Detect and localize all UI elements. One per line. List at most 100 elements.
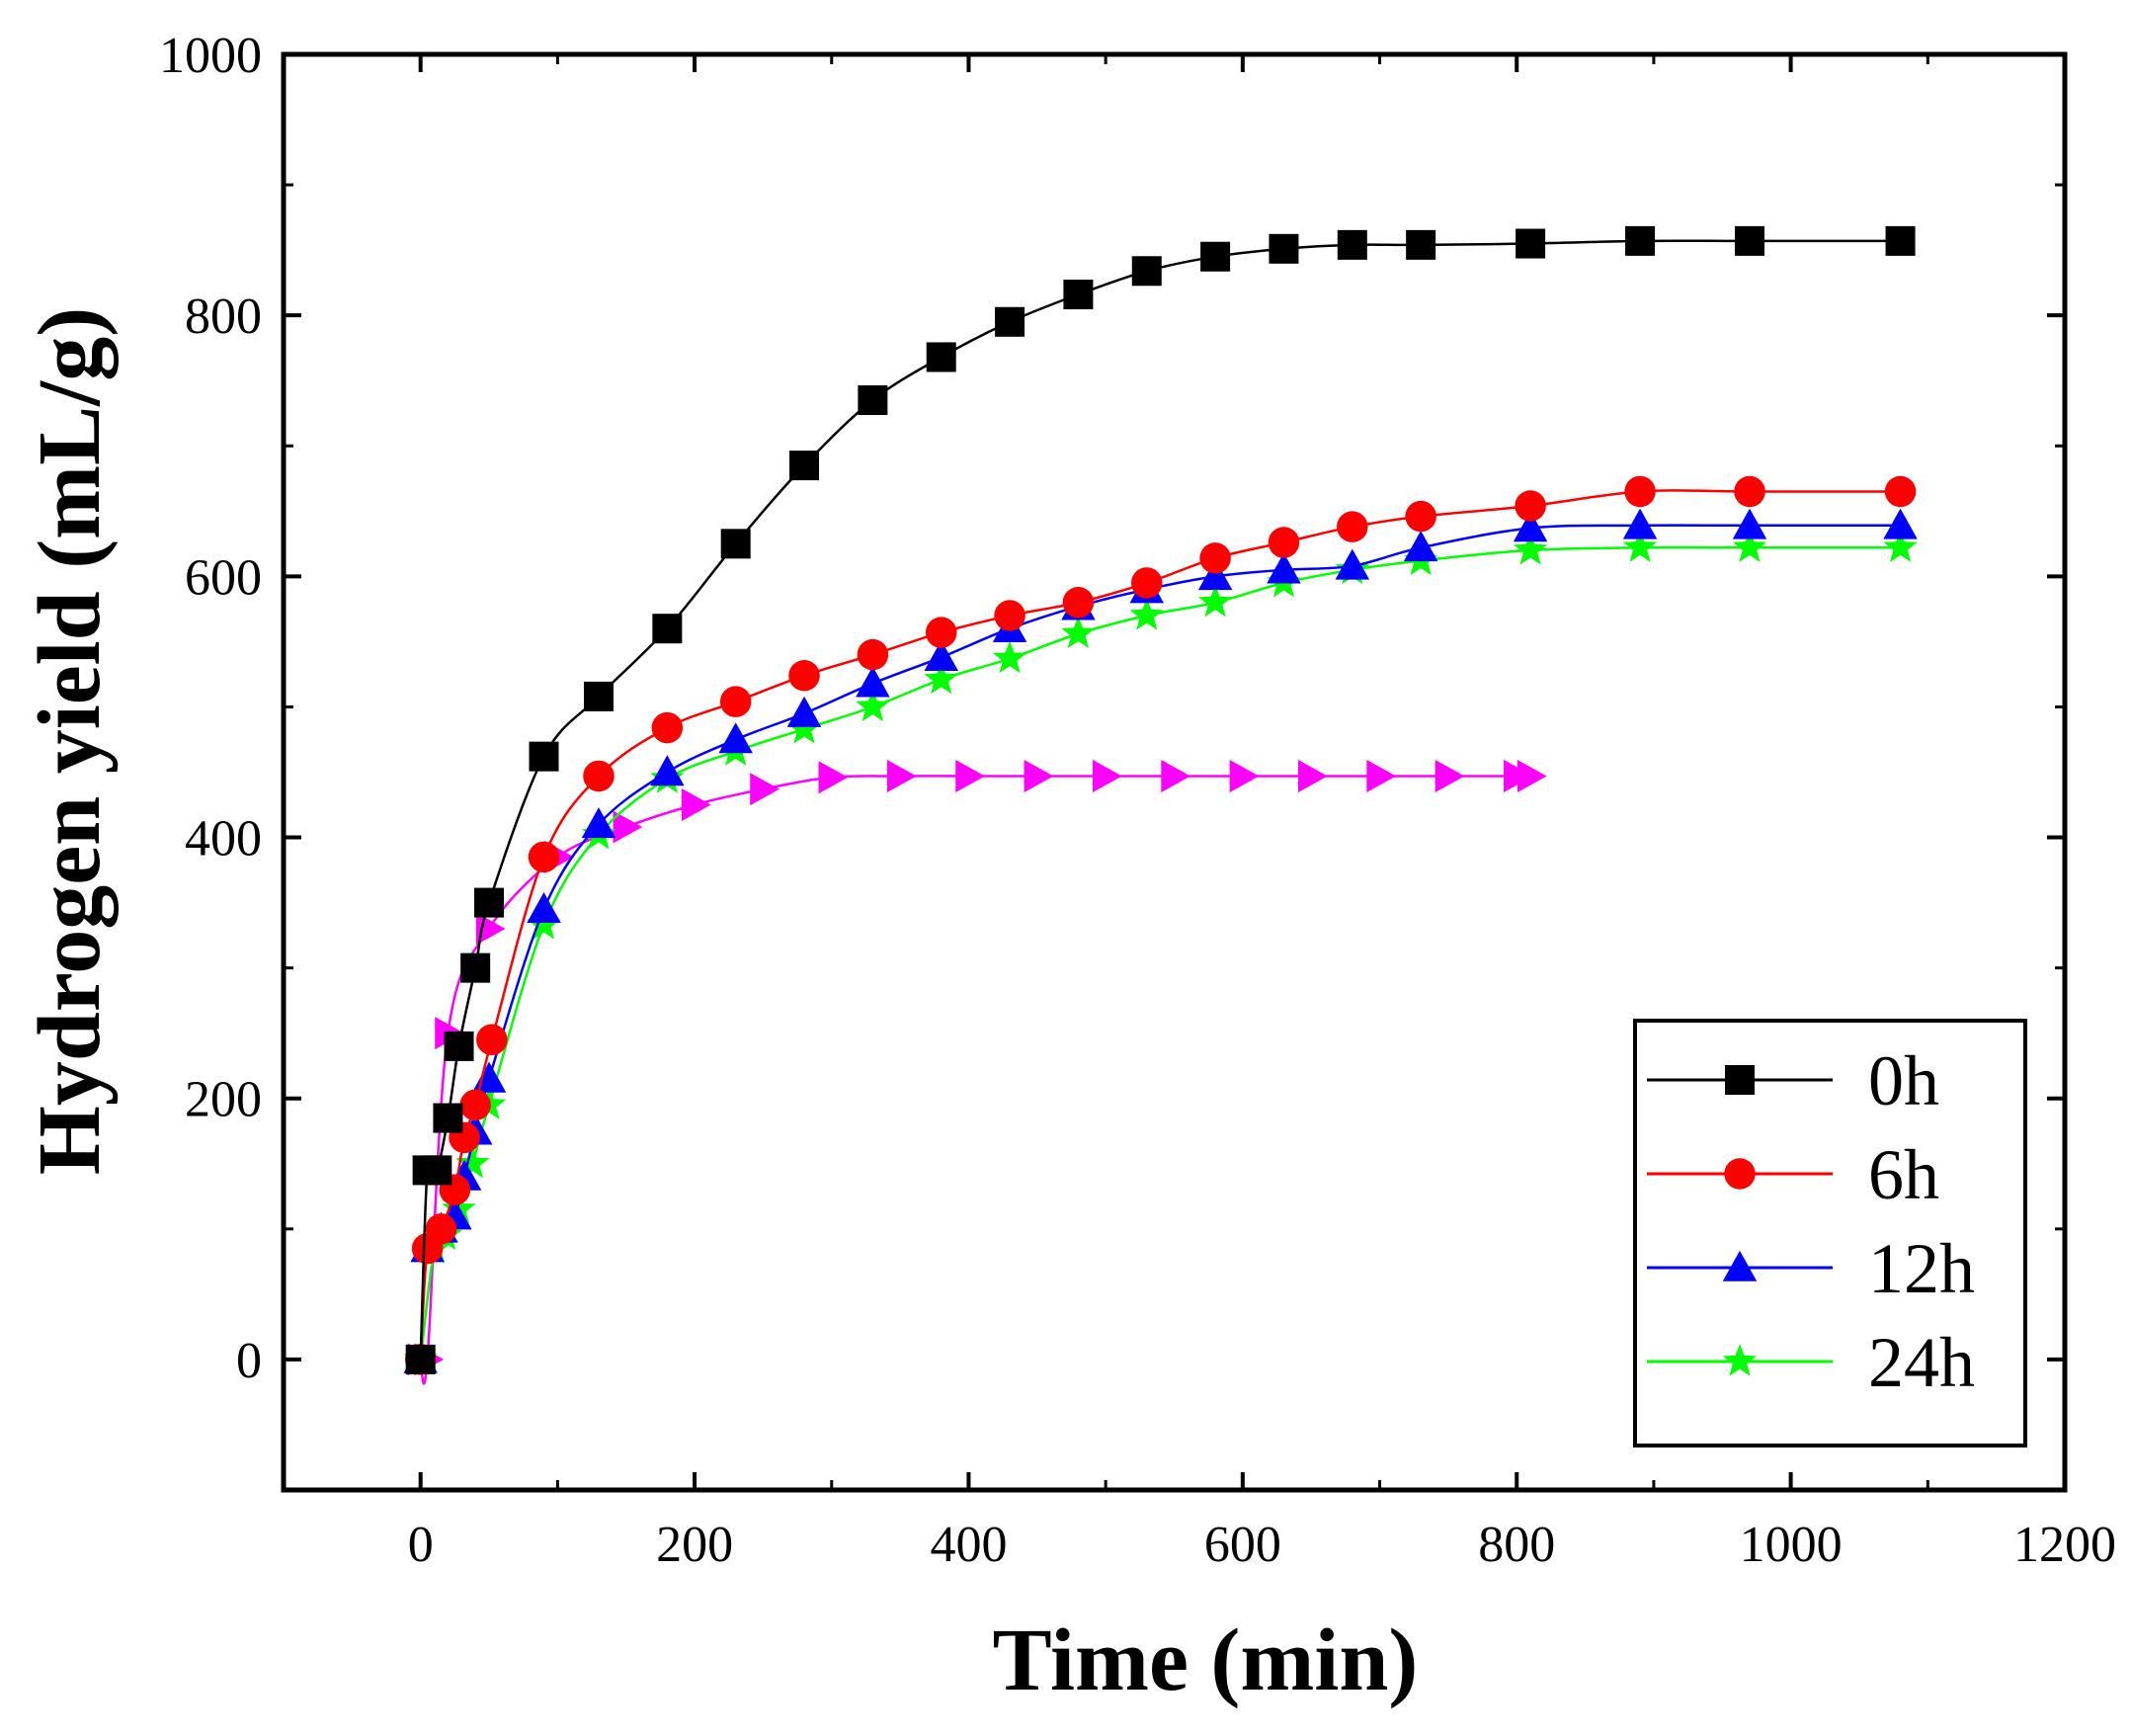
y-tick-label: 400	[185, 811, 262, 868]
data-point	[856, 689, 890, 721]
data-point	[786, 696, 822, 727]
data-point	[857, 638, 889, 671]
data-point	[681, 788, 711, 822]
data-point	[425, 1213, 457, 1245]
data-point	[1131, 256, 1162, 287]
series-0h	[405, 225, 1916, 1374]
data-point	[750, 773, 779, 806]
data-point	[433, 1103, 463, 1133]
data-point	[886, 759, 917, 792]
data-point	[1883, 508, 1918, 539]
data-point	[718, 722, 753, 754]
data-point	[1199, 542, 1231, 574]
data-point	[924, 661, 958, 695]
x-tick-label: 800	[1478, 1517, 1555, 1573]
data-point	[1335, 548, 1370, 580]
data-point	[818, 761, 849, 794]
y-axis-title: Hydrogen yield (mL/g)	[21, 307, 119, 1175]
plot-frame	[281, 51, 2068, 1493]
data-point	[1735, 225, 1765, 256]
data-point	[444, 1031, 474, 1061]
legend: 0h 6h 12h 24h	[1633, 1019, 2027, 1447]
data-point	[1734, 475, 1765, 508]
x-tick-label: 1200	[2013, 1517, 2116, 1573]
data-point	[720, 529, 751, 559]
data-point	[474, 887, 505, 918]
data-point	[1513, 511, 1548, 542]
axis-ticks: 0 200 400 600 800 1000 1200 0 200 400 600 800 1000	[159, 28, 2116, 1573]
data-point	[1268, 527, 1300, 558]
data-point	[1131, 567, 1163, 599]
data-point	[583, 681, 614, 711]
data-point	[1366, 759, 1397, 792]
data-point	[1269, 233, 1299, 264]
y-tick-label: 800	[185, 289, 262, 345]
data-point	[858, 385, 888, 416]
data-point	[422, 1155, 452, 1186]
legend-label: 6h	[1868, 1135, 1939, 1214]
data-point	[1625, 225, 1656, 256]
data-point	[1622, 508, 1658, 539]
data-point	[719, 686, 752, 717]
data-point	[1434, 759, 1465, 792]
data-point	[1200, 241, 1231, 272]
data-point	[455, 1145, 490, 1179]
x-tick-label: 600	[1204, 1517, 1281, 1573]
data-point	[1092, 759, 1122, 792]
x-tick-label: 400	[930, 1517, 1007, 1573]
series-6h	[404, 475, 1917, 1375]
data-point	[476, 1024, 508, 1056]
data-point	[955, 759, 985, 792]
data-point	[651, 711, 684, 744]
data-point	[1883, 530, 1918, 562]
y-tick-label: 1000	[159, 28, 262, 84]
data-point	[1732, 508, 1767, 539]
data-point	[1297, 759, 1328, 792]
data-point	[995, 306, 1025, 337]
legend-marker	[1724, 1158, 1756, 1190]
data-point	[924, 640, 958, 672]
legend-marker	[1725, 1065, 1755, 1095]
data-point	[528, 841, 560, 873]
x-tick-label: 1000	[1740, 1517, 1843, 1573]
data-point	[527, 891, 561, 923]
data-point	[1129, 598, 1164, 630]
data-point	[460, 952, 491, 983]
y-tick-label: 200	[185, 1072, 262, 1128]
legend-label: 12h	[1868, 1229, 1975, 1308]
data-point	[650, 755, 685, 786]
series-line	[419, 775, 1531, 1385]
data-point	[789, 451, 820, 481]
data-point	[1884, 475, 1917, 508]
data-point	[529, 741, 559, 772]
data-point	[1515, 490, 1546, 522]
plot-marks	[403, 225, 1918, 1385]
legend-label: 0h	[1868, 1041, 1939, 1120]
data-point	[1063, 280, 1094, 310]
data-point	[1732, 530, 1767, 562]
data-point	[1061, 616, 1096, 648]
data-point	[1062, 587, 1095, 619]
data-point	[1198, 584, 1233, 618]
data-point	[788, 660, 820, 692]
data-point	[583, 760, 615, 792]
x-tick-label: 200	[656, 1517, 733, 1573]
data-point	[1337, 511, 1368, 542]
data-point	[1403, 531, 1438, 562]
legend-marker	[1722, 1250, 1758, 1281]
y-tick-label: 600	[185, 549, 262, 606]
data-point	[926, 342, 956, 372]
data-point	[993, 640, 1027, 674]
legend-box	[1633, 1019, 2027, 1447]
data-point	[1337, 229, 1367, 260]
legend-label: 24h	[1868, 1323, 1975, 1402]
data-point	[1267, 552, 1301, 584]
data-point	[994, 600, 1025, 631]
legend-marker	[1722, 1344, 1758, 1376]
data-point	[1622, 530, 1658, 562]
x-tick-label: 0	[408, 1517, 434, 1573]
data-point	[1885, 225, 1916, 256]
data-point	[1624, 475, 1656, 508]
data-point	[1406, 229, 1436, 260]
